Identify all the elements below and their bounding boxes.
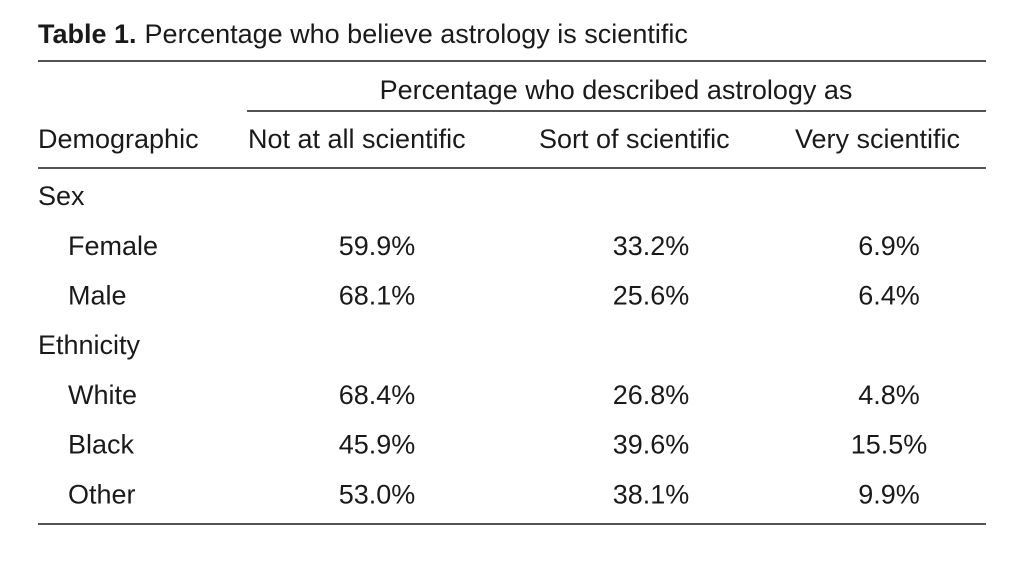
cell: 68.1% [339, 281, 416, 311]
column-header: Demographic [38, 124, 199, 154]
cell: 38.1% [613, 479, 690, 509]
row-label: White [68, 380, 137, 410]
spanner: Percentage who described astrology as [380, 75, 853, 105]
title-label: Table 1. [38, 19, 137, 49]
cell: 9.9% [858, 479, 920, 509]
cell: 59.9% [339, 231, 416, 261]
cell: 4.8% [858, 380, 920, 410]
cell: 68.4% [339, 380, 416, 410]
row-label: Other [68, 479, 136, 509]
column-header: Not at all scientific [248, 124, 466, 154]
group-label: Ethnicity [38, 330, 141, 360]
table-title: Table 1. Percentage who believe astrology… [38, 19, 688, 49]
column-header: Sort of scientific [539, 124, 730, 154]
cell: 26.8% [613, 380, 690, 410]
title-text: Percentage who believe astrology is scie… [145, 19, 688, 49]
cell: 53.0% [339, 479, 416, 509]
column-header: Very scientific [795, 124, 960, 154]
group-label: Sex [38, 181, 85, 211]
row-label: Female [68, 231, 158, 261]
cell: 39.6% [613, 430, 690, 460]
cell: 25.6% [613, 281, 690, 311]
cell: 33.2% [613, 231, 690, 261]
cell: 6.9% [858, 231, 920, 261]
row-label: Black [68, 430, 135, 460]
cell: 15.5% [851, 430, 928, 460]
cell: 45.9% [339, 430, 416, 460]
row-label: Male [68, 281, 127, 311]
cell: 6.4% [858, 281, 920, 311]
